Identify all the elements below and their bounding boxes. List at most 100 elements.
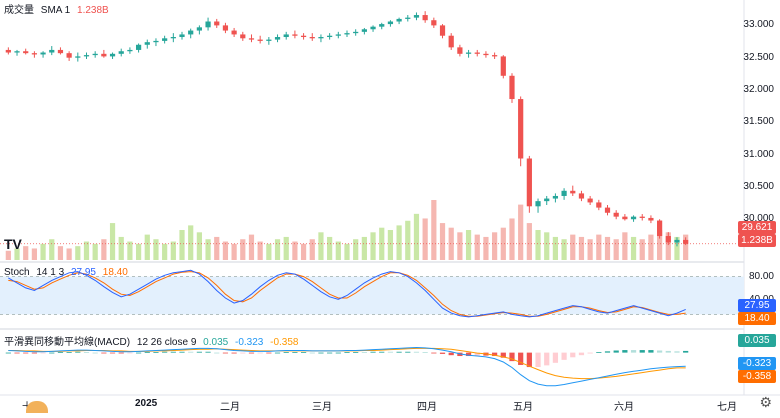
- price-tick-label: 31.500: [743, 116, 774, 128]
- volume-label: 成交量: [4, 5, 34, 16]
- candle-body: [492, 55, 498, 57]
- macd-histogram-bar: [596, 352, 602, 353]
- sma-label: SMA 1: [40, 5, 71, 16]
- stoch-axis-80: 80.00: [748, 271, 774, 282]
- macd-histogram-bar: [396, 351, 402, 353]
- volume-bar: [552, 236, 559, 260]
- volume-bar: [283, 236, 289, 260]
- candle-body: [135, 44, 142, 50]
- candle-body: [578, 193, 585, 199]
- macd-histogram-bar: [283, 352, 289, 353]
- time-tick-label: 二月: [220, 402, 240, 413]
- volume-bar: [118, 236, 124, 260]
- volume-bar: [526, 223, 532, 260]
- macd-histogram-bar: [240, 352, 246, 354]
- volume-bar: [622, 232, 628, 260]
- volume-bar: [431, 200, 437, 260]
- macd-histogram-bar: [135, 352, 142, 354]
- candle-body: [266, 39, 272, 41]
- volume-bar: [361, 236, 367, 260]
- macd-histogram-bar: [75, 351, 81, 353]
- macd-histogram-bar: [509, 352, 515, 362]
- volume-bar: [492, 232, 498, 260]
- candle-body: [353, 31, 359, 34]
- macd-histogram-bar: [127, 352, 133, 354]
- candle-body: [439, 25, 446, 36]
- candle-body: [179, 34, 185, 38]
- volume-bar: [405, 220, 411, 260]
- volume-bar: [570, 234, 576, 260]
- gear-icon[interactable]: ⚙: [759, 394, 772, 410]
- macd-histogram-bar: [327, 352, 333, 354]
- candle-body: [92, 53, 98, 56]
- price-tick-label: 32.000: [743, 84, 774, 95]
- volume-bar: [457, 232, 463, 260]
- volume-bar: [196, 232, 202, 260]
- candle-body: [465, 52, 472, 54]
- candle-body: [630, 216, 637, 220]
- macd-histogram-bar: [648, 350, 654, 353]
- macd-histogram-bar: [162, 351, 168, 353]
- stoch-d-line: [8, 271, 686, 317]
- volume-bar: [596, 234, 602, 260]
- volume-bar: [613, 239, 619, 260]
- price-tick-label: 30.000: [743, 213, 774, 225]
- macd-histogram-bar: [14, 352, 20, 354]
- macd-histogram-bar: [92, 352, 98, 354]
- volume-bar: [587, 239, 593, 260]
- macd-histogram-bar: [335, 352, 341, 354]
- volume-bar: [292, 241, 298, 260]
- macd-histogram-bar: [578, 352, 585, 356]
- volume-bar: [109, 223, 116, 260]
- candle-body: [570, 190, 576, 194]
- candle-body: [144, 42, 150, 45]
- candle-body: [205, 21, 211, 28]
- macd-histogram-bar: [544, 352, 550, 366]
- macd-histogram-bar: [474, 352, 480, 356]
- avatar: [26, 401, 48, 413]
- macd-histogram-bar: [144, 352, 150, 353]
- macd-histogram-bar: [274, 352, 281, 354]
- volume-bar: [518, 204, 524, 260]
- volume-bar: [248, 234, 255, 260]
- candle-body: [335, 34, 341, 36]
- macd-histogram-bar: [639, 350, 645, 353]
- candle-body: [292, 34, 298, 36]
- candle-body: [49, 49, 55, 53]
- candle-body: [657, 220, 663, 237]
- candle-body: [248, 38, 255, 40]
- macd-histogram-bar: [66, 352, 72, 353]
- volume-bar: [309, 239, 315, 260]
- volume-bar: [266, 243, 272, 260]
- volume-bar: [14, 248, 20, 260]
- volume-bar: [648, 234, 654, 260]
- macd-histogram-bar: [622, 350, 628, 353]
- candle-body: [379, 24, 385, 27]
- macd-hist-value: 0.035: [203, 337, 229, 348]
- macd-histogram-bar: [231, 352, 237, 354]
- volume-legend: 成交量 SMA 1 1.238B: [4, 1, 113, 16]
- volume-bar: [144, 234, 150, 260]
- macd-line-value: -0.323: [234, 337, 264, 348]
- price-tick-label: 32.500: [743, 51, 774, 63]
- macd-histogram-bar: [179, 351, 185, 353]
- candle-body: [665, 236, 671, 243]
- macd-histogram-bar: [196, 351, 202, 353]
- macd-histogram-bar: [439, 352, 446, 354]
- candle-body: [613, 212, 619, 217]
- macd-histogram-bar: [170, 351, 176, 353]
- macd-histogram-bar: [257, 352, 263, 354]
- macd-histogram-bar: [613, 350, 619, 353]
- macd-histogram-bar: [570, 352, 576, 358]
- candle-body: [170, 37, 176, 39]
- macd-hist-tag: 0.035: [738, 334, 776, 347]
- macd-line: [8, 346, 686, 387]
- time-tick-label: 2025: [135, 398, 158, 409]
- candle-body: [474, 52, 480, 54]
- macd-histogram-bar: [604, 351, 611, 353]
- volume-bar: [674, 236, 680, 260]
- macd-histogram-bar: [40, 352, 46, 354]
- candle-body: [596, 202, 602, 208]
